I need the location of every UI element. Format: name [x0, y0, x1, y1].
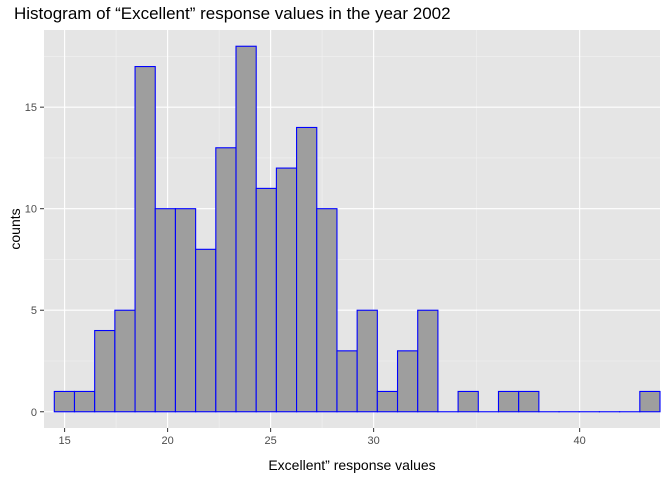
histogram-bar	[316, 208, 338, 413]
histogram-bar	[255, 187, 277, 413]
chart-title: Histogram of “Excellent” response values…	[14, 4, 451, 23]
x-axis-title: Excellent” response values	[268, 457, 435, 473]
histogram-bar	[215, 147, 237, 413]
histogram-bars	[53, 45, 661, 413]
x-axis-ticks: 15 20 25 30 40	[58, 428, 586, 447]
histogram-bar	[114, 309, 136, 413]
histogram-bar	[497, 390, 520, 413]
y-axis-title: counts	[7, 208, 23, 249]
histogram-bar	[195, 248, 217, 413]
histogram-bar	[53, 390, 76, 413]
histogram-bar	[396, 350, 419, 413]
histogram-bar	[235, 45, 257, 413]
histogram-bar	[376, 390, 399, 413]
x-tick-label: 25	[264, 435, 276, 447]
histogram-bar	[154, 208, 176, 413]
x-tick-label: 15	[58, 435, 70, 447]
y-tick-label: 5	[31, 305, 37, 317]
histogram-bar	[94, 329, 116, 413]
y-tick-label: 15	[25, 102, 37, 114]
histogram-bar	[296, 126, 318, 413]
x-tick-label: 30	[368, 435, 380, 447]
histogram-bar	[336, 350, 358, 413]
x-tick-label: 20	[161, 435, 173, 447]
histogram-bar	[417, 309, 439, 413]
histogram-bar	[639, 390, 661, 413]
histogram-bar	[518, 390, 540, 413]
histogram-bar	[457, 390, 479, 413]
histogram-bar	[134, 66, 156, 413]
y-tick-label: 0	[31, 407, 37, 419]
histogram-bar	[174, 208, 197, 413]
y-tick-label: 10	[25, 204, 37, 216]
x-tick-label: 40	[574, 435, 586, 447]
histogram-bar	[356, 309, 378, 413]
y-axis-ticks: 0 5 10 15	[25, 102, 44, 419]
histogram-bar	[73, 390, 96, 413]
histogram-bar	[275, 167, 298, 413]
